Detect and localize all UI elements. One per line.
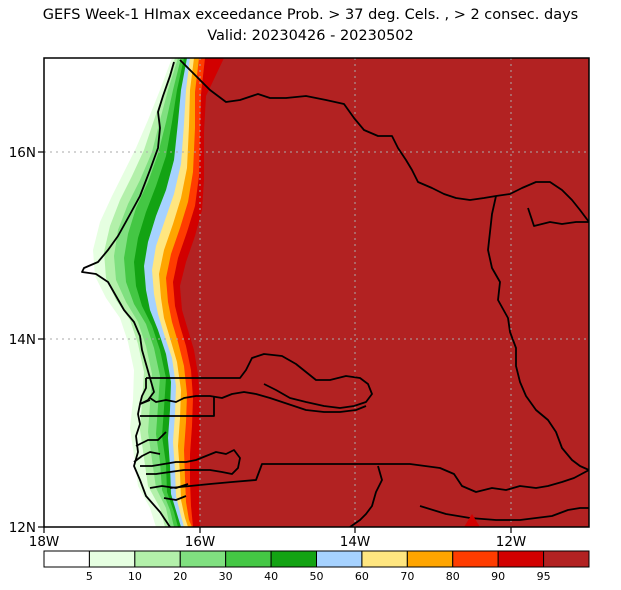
chart-title: GEFS Week-1 HImax exceedance Prob. > 37 … [42,7,579,23]
casamance-estuary [133,431,189,501]
border-gambia-north [146,353,373,409]
colorbar-swatch [270,550,318,568]
coastline [81,61,175,527]
y-tick-14n: 14N [9,332,36,348]
x-tick-12w: 12W [496,534,527,550]
colorbar-label: 50 [310,570,324,583]
triangle-mark [464,514,480,527]
colorbar-label: 20 [173,570,187,583]
border-north [179,59,589,223]
chart-subtitle: Valid: 20230426 - 20230502 [207,28,414,44]
country-borders [81,59,589,527]
map-frame [43,57,590,528]
colorbar-swatch [134,550,181,568]
map-grid [44,58,589,527]
x-tick-16w: 16W [185,534,216,550]
colorbar-label: 60 [355,570,369,583]
colorbar-swatch [316,550,363,568]
colorbar-label: 80 [446,570,460,583]
colorbar-label: 40 [264,570,278,583]
x-tick-14w: 14W [340,534,371,550]
colorbar-label: 5 [86,570,93,583]
axis-ticks [38,151,512,533]
colorbar-swatch [497,550,545,568]
border-south [169,463,589,493]
colorbar-label: 90 [491,570,505,583]
y-tick-16n: 16N [9,145,36,161]
colorbar-label: 30 [219,570,233,583]
colorbar-swatch [361,550,408,568]
colorbar-swatch [225,550,272,568]
colorbar-label: 95 [537,570,551,583]
border-gambia-south [149,391,367,413]
y-tick-12n: 12N [9,520,36,536]
colorbar-swatch [88,550,136,568]
border-gambia-west [139,378,215,417]
colorbar-label: 70 [400,570,414,583]
colorbar-swatch [543,550,590,568]
colorbar-swatch [179,550,227,568]
border-guinea [349,465,589,527]
band-95-plus [180,58,589,527]
casamance-river [140,449,241,475]
colorbar-swatch [406,550,454,568]
border-mali [527,207,589,227]
colorbar-label: 10 [128,570,142,583]
border-east [487,195,589,471]
colorbar [43,550,590,568]
map-area [44,58,589,527]
probability-bands [93,58,589,527]
colorbar-swatch [452,550,499,568]
colorbar-labels: 5 10 20 30 40 50 60 70 80 90 95 [86,570,551,583]
x-tick-18w: 18W [29,534,60,550]
colorbar-swatch [43,550,90,568]
